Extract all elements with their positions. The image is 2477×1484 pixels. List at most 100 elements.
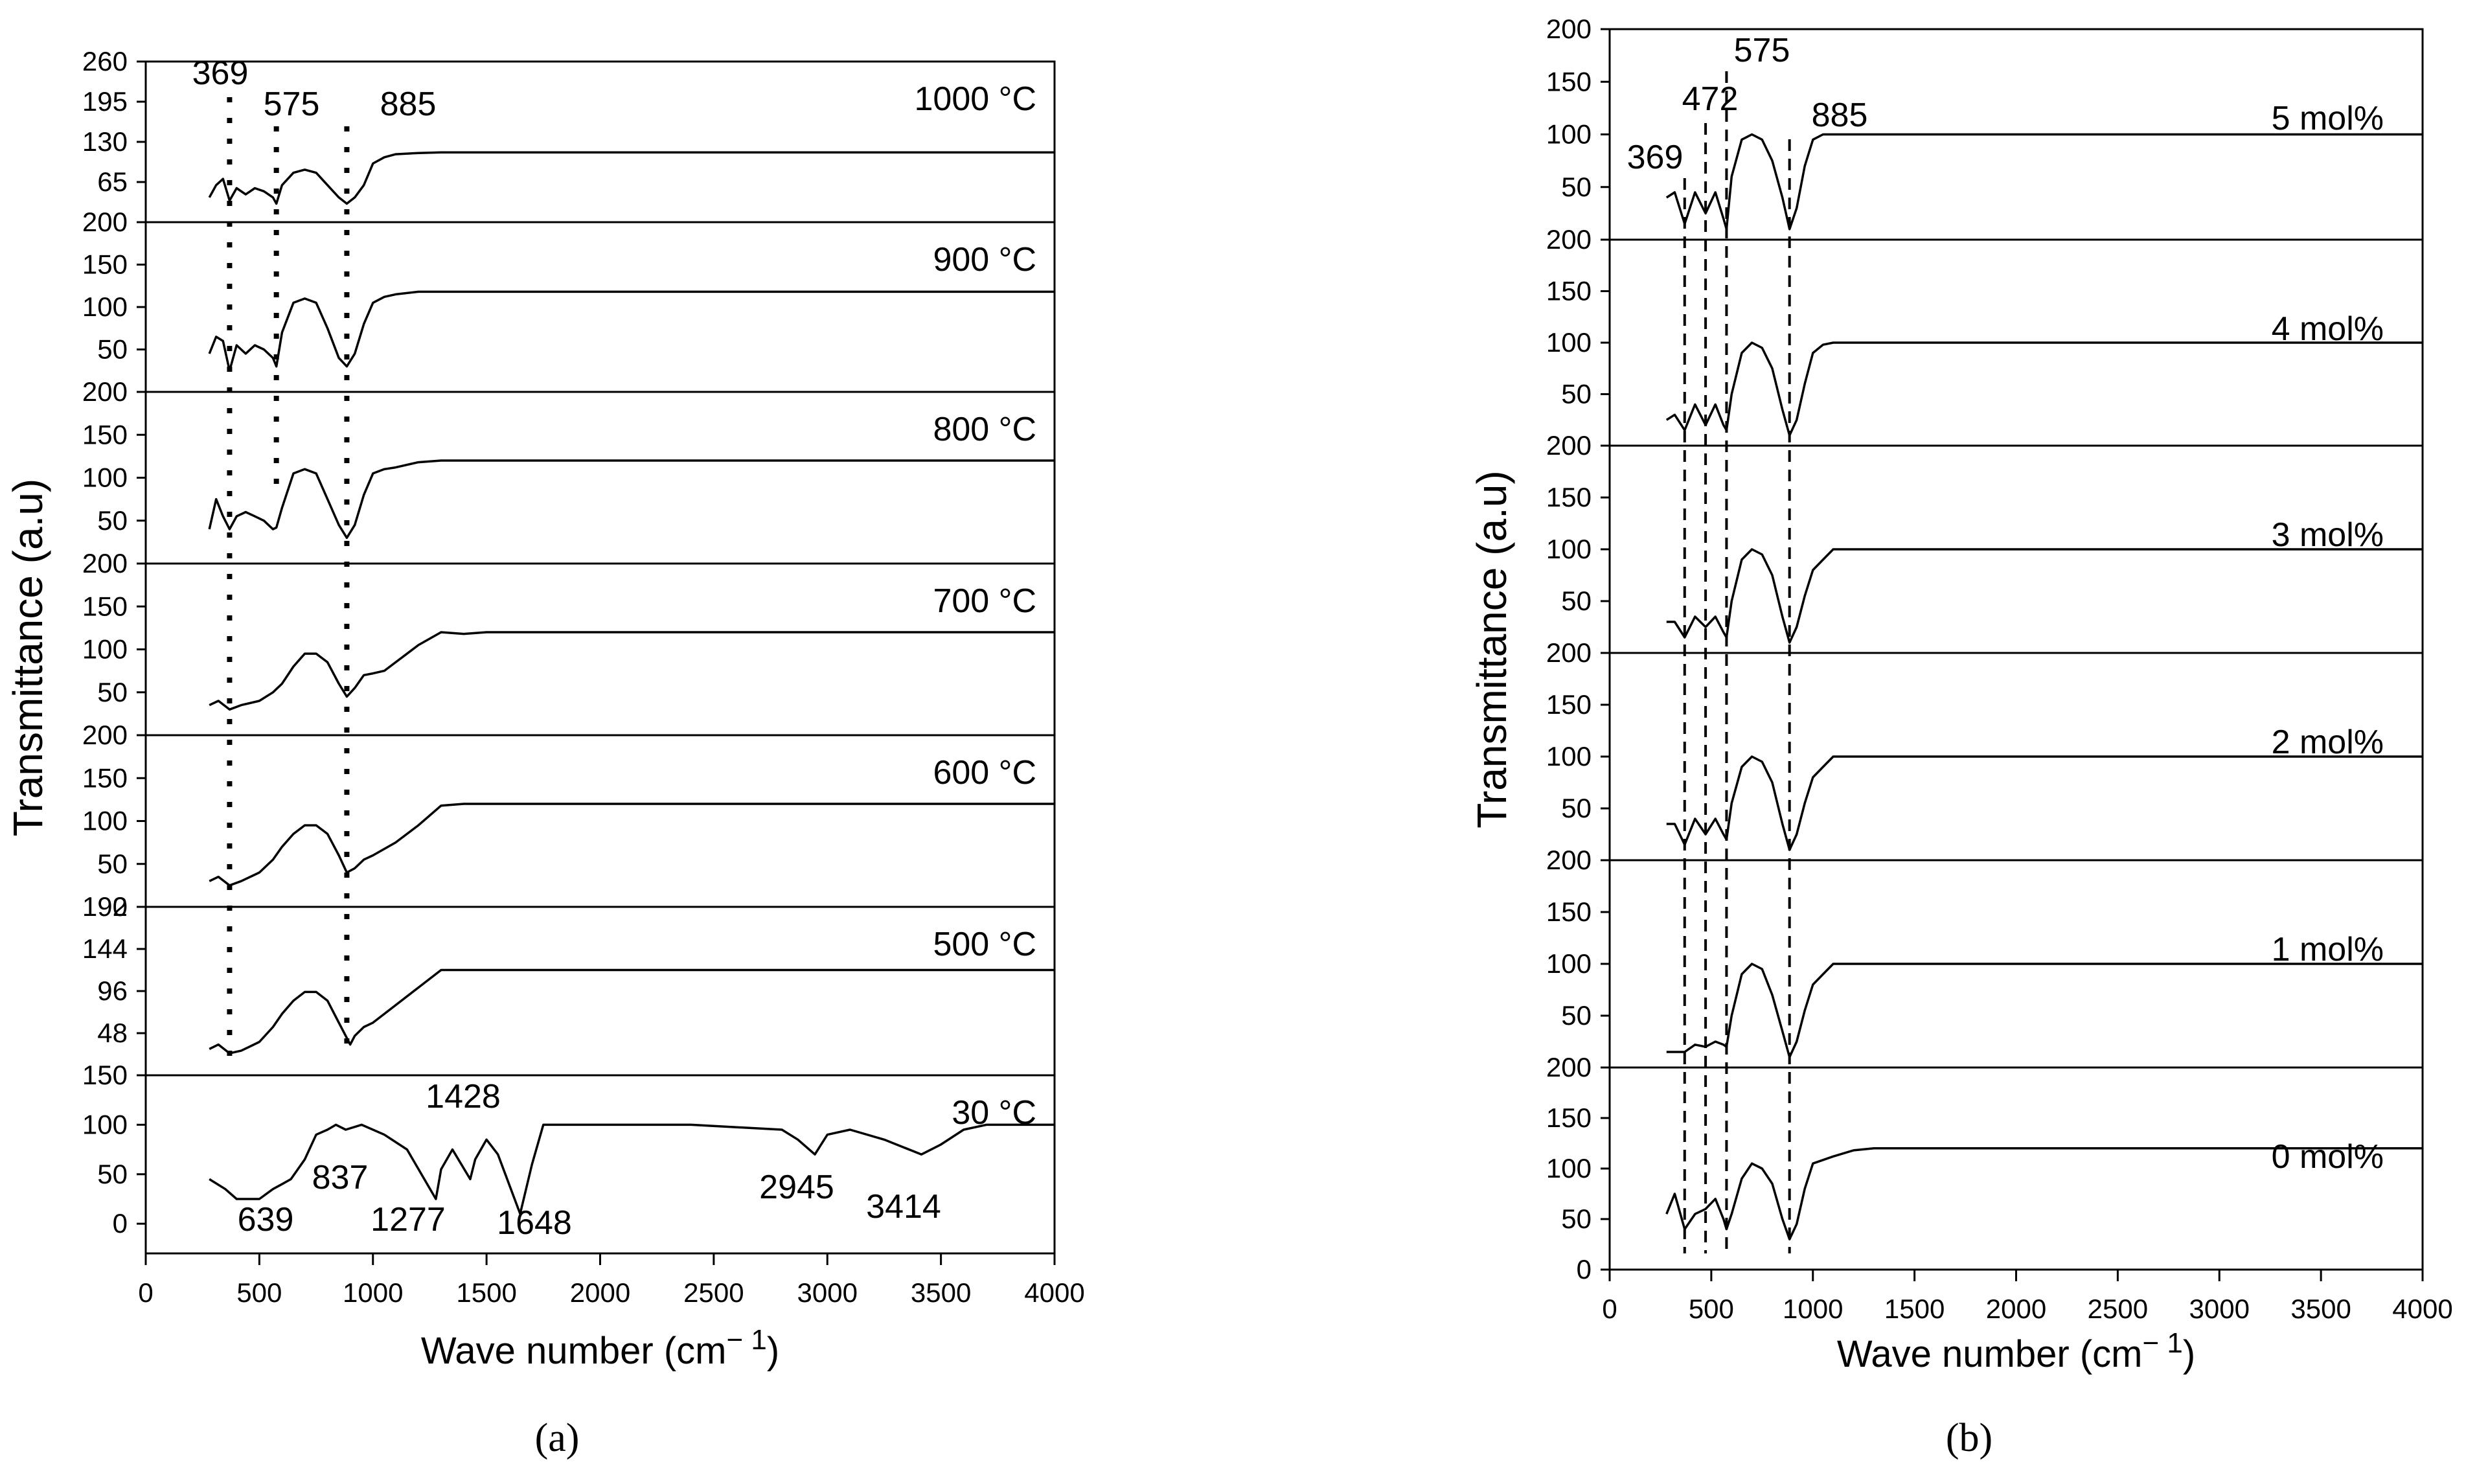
panel-a-x-tick-label: 3500 <box>911 1277 971 1308</box>
panel-a-y-tick-label: 150 <box>82 419 128 450</box>
panel-b-y-tick-label: 150 <box>1546 276 1592 306</box>
panel-b-caption: (b) <box>1946 1416 1992 1460</box>
panel-a-y-tick-label: 200 <box>82 376 128 407</box>
panel-a-series-label: 30 °C <box>952 1094 1036 1132</box>
panel-b-y-tick-label: 200 <box>1546 845 1592 875</box>
panel-b-series-label: 5 mol% <box>2272 100 2384 137</box>
panel-b-y-tick-label: 200 <box>1546 1052 1592 1082</box>
panel-b-y-tick-label: 50 <box>1561 1000 1592 1031</box>
panel-a-x-tick-label: 4000 <box>1024 1277 1084 1308</box>
panel-a-y-tick-label: 100 <box>82 634 128 665</box>
panel-b-series-line <box>1665 1147 2423 1240</box>
panel-b-y-tick-label: 150 <box>1546 482 1592 512</box>
panel-a-peak-annotation: 369 <box>192 54 249 92</box>
panel-b-y-tick-label: 50 <box>1561 793 1592 823</box>
panel-a-y-tick-label: 200 <box>82 548 128 578</box>
panel-a-x-tick-label: 1500 <box>456 1277 516 1308</box>
panel-a-y-tick-label: 0 <box>113 1208 128 1239</box>
panel-a-y-tick-label: 150 <box>82 1060 128 1090</box>
panel-a-y-tick-label: 200 <box>82 720 128 750</box>
panel-b-series-label: 2 mol% <box>2272 724 2384 761</box>
panel-b-series-line <box>1666 963 2423 1058</box>
panel-a-x-tick-label: 500 <box>236 1277 282 1308</box>
panel-a-y-tick-label: 144 <box>82 933 128 964</box>
panel-a-x-tick-label: 2000 <box>570 1277 630 1308</box>
panel-a-y-tick-label: 195 <box>82 86 128 117</box>
panel-b-y-tick-label: 200 <box>1546 224 1592 255</box>
panel-a-series-label: 800 °C <box>933 411 1036 448</box>
panel-a-y-tick-label: 100 <box>82 1109 128 1139</box>
panel-b-y-tick-label: 100 <box>1546 741 1592 771</box>
panel-b-x-tick-label: 2000 <box>1986 1294 2046 1324</box>
panel-a-y-tick-label: 150 <box>82 249 128 280</box>
panel-a-y-tick-label: 260 <box>82 46 128 76</box>
panel-b-x-tick-label: 3500 <box>2290 1294 2351 1324</box>
panel-b-y-tick-label: 50 <box>1561 586 1592 616</box>
panel-a-series-label: 500 °C <box>933 926 1036 963</box>
panel-b-series-line <box>1665 133 2423 231</box>
panel-b-peak-annotation: 369 <box>1627 139 1684 176</box>
panel-a-peak-annotation: 575 <box>264 86 320 123</box>
panel-b-x-tick-label: 1000 <box>1783 1294 1843 1324</box>
panel-b-x-tick-label: 2500 <box>2088 1294 2148 1324</box>
panel-b-x-tick-label: 0 <box>1602 1294 1617 1324</box>
panel-b-y-tick-label: 100 <box>1546 327 1592 358</box>
panel-a-y-tick-label: 50 <box>97 334 128 365</box>
panel-b-y-tick-label: 50 <box>1561 379 1592 409</box>
panel-a-series-label: 900 °C <box>933 241 1036 279</box>
panel-a-series-line <box>209 803 1055 887</box>
panel-b-series-label: 4 mol% <box>2272 310 2384 348</box>
panel-b-y-tick-label: 100 <box>1546 534 1592 564</box>
panel-a-y-tick-label: 100 <box>82 291 128 322</box>
panel-a-series-line <box>208 290 1055 372</box>
panel-a-y-tick-label: 150 <box>82 762 128 793</box>
panel-b-y-tick-label: 200 <box>1546 14 1592 44</box>
panel-a-peak-annotation: 885 <box>380 86 437 123</box>
panel-a-x-tick-label: 3000 <box>797 1277 858 1308</box>
panel-a-x-tick-label: 2500 <box>683 1277 744 1308</box>
panel-b-y-tick-label: 150 <box>1546 66 1592 97</box>
panel-b-series-label: 1 mol% <box>2272 931 2384 968</box>
panel-b-y-tick-label: 100 <box>1546 948 1592 979</box>
panel-b-y-tick-label: 150 <box>1546 896 1592 927</box>
panel-b-y-tick-label: 200 <box>1546 637 1592 668</box>
panel-b-x-tick-label: 3000 <box>2189 1294 2250 1324</box>
panel-b-x-tick-label: 500 <box>1689 1294 1734 1324</box>
panel-b-peak-annotation: 575 <box>1734 32 1790 69</box>
panel-a-y-tick-label: 130 <box>82 126 128 157</box>
panel-a-x-axis-label: Wave number (cm− 1) <box>421 1324 779 1372</box>
panel-a-series-line <box>209 1123 1055 1215</box>
panel-b-series-label: 0 mol% <box>2272 1138 2384 1176</box>
panel-b-x-tick-label: 1500 <box>1884 1294 1945 1324</box>
panel-a-y-tick-label: 150 <box>82 591 128 621</box>
panel-a-series-line <box>208 151 1055 205</box>
panel-a-y-tick-label: 100 <box>82 806 128 836</box>
panel-a-caption: (a) <box>535 1416 580 1460</box>
panel-a-series-label: 700 °C <box>933 582 1036 620</box>
panel-b-y-tick-label: 50 <box>1561 172 1592 202</box>
panel-b-series-line <box>1666 755 2423 851</box>
panel-b-y-axis-label: Transmittance (a.u) <box>1468 470 1515 828</box>
panel-a-peak-annotation: 1648 <box>497 1204 572 1242</box>
panel-a-series-line <box>209 968 1055 1055</box>
panel-a-series-label: 600 °C <box>933 754 1036 792</box>
panel-a-y-tick-label: 50 <box>97 849 128 879</box>
panel-a-y-tick-label: 0 <box>113 891 128 922</box>
panel-b-peak-annotation: 885 <box>1812 97 1868 134</box>
panel-a-series-line <box>209 631 1055 711</box>
panel-a-peak-annotation: 837 <box>312 1159 369 1196</box>
panel-b-x-tick-label: 4000 <box>2392 1294 2452 1324</box>
panel-a-x-tick-label: 1000 <box>343 1277 403 1308</box>
panel-b-series-line <box>1666 548 2423 644</box>
panel-a-y-tick-label: 50 <box>97 677 128 707</box>
panel-a-series-line <box>208 459 1055 540</box>
panel-a-series-label: 1000 °C <box>915 80 1036 118</box>
panel-b-y-tick-label: 0 <box>1577 1254 1592 1284</box>
panel-a-x-tick-label: 0 <box>138 1277 153 1308</box>
panel-a-y-tick-label: 65 <box>97 166 128 197</box>
panel-a-y-tick-label: 100 <box>82 462 128 493</box>
panel-b-series-label: 3 mol% <box>2272 516 2384 554</box>
